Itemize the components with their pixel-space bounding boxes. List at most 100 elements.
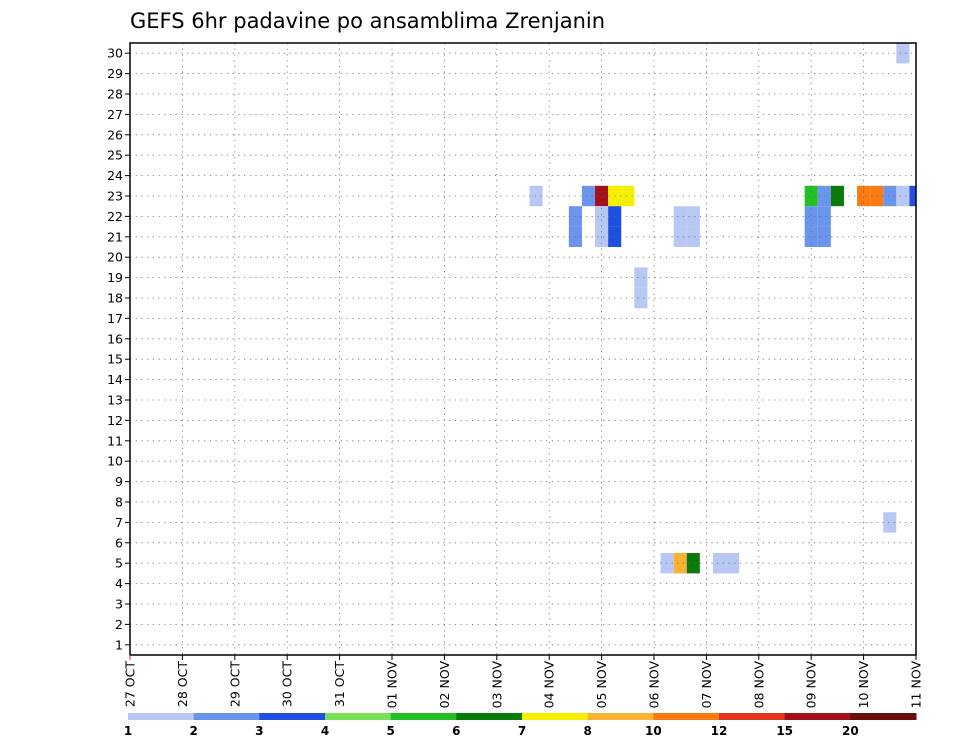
colorbar-segment: [653, 713, 720, 720]
x-tick-label: 27 OCT: [123, 661, 138, 707]
x-tick-label: 04 NOV: [542, 661, 557, 709]
colorbar-label: 1: [124, 724, 132, 738]
precip-cell: [857, 185, 871, 207]
chart-title: GEFS 6hr padavine po ansamblima Zrenjani…: [130, 9, 605, 33]
precip-cell: [804, 206, 818, 227]
precip-cell: [686, 206, 700, 227]
precip-cell: [712, 553, 727, 574]
y-tick-label: 23: [107, 189, 123, 204]
x-tick-label: 02 NOV: [437, 661, 452, 709]
precip-cell: [896, 43, 910, 64]
x-tick-label: 28 OCT: [175, 661, 190, 707]
x-tick-label: 30 OCT: [280, 661, 295, 707]
y-tick-label: 24: [107, 168, 123, 183]
colorbar-segment: [522, 713, 589, 720]
colorbar-segment: [193, 713, 260, 720]
y-tick-label: 22: [107, 209, 123, 224]
colorbar-segment: [587, 713, 654, 720]
colorbar-label: 20: [842, 724, 859, 738]
precip-cell: [817, 206, 831, 227]
colorbar-label: 5: [386, 724, 394, 738]
x-tick-label: 01 NOV: [385, 661, 400, 709]
y-tick-label: 30: [107, 46, 123, 61]
y-tick-label: 11: [107, 433, 123, 448]
x-tick-label: 31 OCT: [332, 661, 347, 707]
colorbar-label: 3: [255, 724, 263, 738]
colorbar-segment: [719, 713, 786, 720]
colorbar-label: 8: [583, 724, 591, 738]
y-tick-label: 3: [115, 597, 123, 612]
y-tick-label: 12: [107, 413, 123, 428]
precip-cell: [804, 185, 818, 207]
y-tick-label: 14: [107, 372, 123, 387]
x-tick-label: 07 NOV: [699, 661, 714, 709]
data-cells: [529, 43, 916, 574]
precip-cell: [726, 553, 740, 574]
y-tick-label: 18: [107, 291, 123, 306]
y-tick-label: 8: [115, 495, 123, 510]
precip-cell: [686, 226, 700, 247]
y-tick-label: 4: [115, 576, 123, 591]
y-tick-label: 21: [107, 229, 123, 244]
y-tick-label: 1: [115, 637, 123, 652]
y-tick-label: 6: [115, 535, 123, 550]
y-axis: 1234567891011121314151617181920212223242…: [107, 46, 130, 652]
colorbar-label: 7: [518, 724, 526, 738]
colorbar-segment: [325, 713, 392, 720]
precip-cell: [621, 185, 635, 207]
y-tick-label: 17: [107, 311, 123, 326]
precip-cell: [660, 553, 674, 574]
precip-cell: [634, 267, 648, 288]
y-tick-label: 13: [107, 393, 123, 408]
x-tick-label: 08 NOV: [751, 661, 766, 709]
precip-cell: [883, 512, 897, 533]
x-tick-label: 10 NOV: [856, 661, 871, 709]
colorbar-segment: [784, 713, 851, 720]
x-tick-label: 03 NOV: [489, 661, 504, 709]
colorbar-segment: [390, 713, 457, 720]
precip-cell: [883, 185, 897, 207]
precip-cell: [634, 287, 648, 309]
y-tick-label: 25: [107, 148, 123, 163]
x-tick-label: 05 NOV: [594, 661, 609, 709]
x-tick-label: 09 NOV: [804, 661, 819, 709]
colorbar-label: 6: [452, 724, 460, 738]
colorbar-segment: [850, 713, 917, 720]
y-tick-label: 15: [107, 352, 123, 367]
precip-cell: [673, 553, 687, 574]
x-tick-label: 11 NOV: [909, 661, 924, 709]
y-tick-label: 28: [107, 87, 123, 102]
y-tick-label: 29: [107, 66, 123, 81]
plot-frame: [129, 42, 917, 656]
colorbar-segment: [259, 713, 326, 720]
precip-cell: [686, 553, 700, 574]
precip-cell: [529, 185, 543, 207]
x-tick-label: 06 NOV: [647, 661, 662, 709]
y-tick-label: 7: [115, 515, 123, 530]
precip-cell: [581, 185, 596, 207]
y-tick-label: 5: [115, 556, 123, 571]
precip-cell: [896, 185, 910, 207]
colorbar-label: 12: [711, 724, 728, 738]
precip-cell: [817, 185, 831, 207]
colorbar-label: 15: [776, 724, 793, 738]
colorbar-segment: [128, 713, 195, 720]
colorbar-label: 2: [189, 724, 197, 738]
colorbar-label: 10: [645, 724, 662, 738]
y-tick-label: 20: [107, 250, 123, 265]
precip-cell: [595, 206, 609, 227]
x-tick-label: 29 OCT: [227, 661, 242, 707]
precip-cell: [817, 226, 831, 247]
y-tick-label: 9: [115, 474, 123, 489]
y-tick-label: 16: [107, 331, 123, 346]
precip-cell: [909, 185, 916, 207]
x-axis: 27 OCT 28 OCT 29 OCT 30 OCT 31 OCT 01 NOV 02 N…: [123, 655, 924, 708]
y-tick-label: 10: [107, 454, 123, 469]
y-tick-label: 19: [107, 270, 123, 285]
grid-lines: [129, 43, 917, 655]
colorbar: 1 2 3 4 5 6 7 8 10 12 15 20: [124, 713, 917, 738]
y-tick-label: 26: [107, 127, 123, 142]
precip-cell: [673, 206, 687, 227]
colorbar-segment: [456, 713, 523, 720]
